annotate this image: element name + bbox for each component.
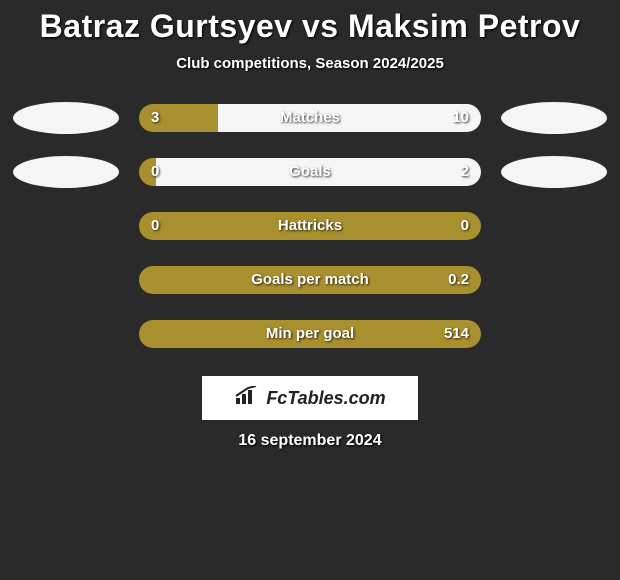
stat-label: Min per goal bbox=[139, 320, 481, 348]
page-title: Batraz Gurtsyev vs Maksim Petrov bbox=[0, 8, 620, 45]
stat-row: 3Matches10 bbox=[0, 100, 620, 136]
team-b-badge-slot bbox=[499, 262, 609, 298]
team-a-badge-slot bbox=[11, 154, 121, 190]
stat-bar: 3Matches10 bbox=[139, 104, 481, 132]
team-b-badge-slot bbox=[499, 100, 609, 136]
stat-bar: 0Goals2 bbox=[139, 158, 481, 186]
team-a-badge-slot bbox=[11, 262, 121, 298]
brand-badge[interactable]: FcTables.com bbox=[202, 376, 418, 420]
date-label: 16 september 2024 bbox=[0, 432, 620, 450]
team-b-badge-slot bbox=[499, 208, 609, 244]
stat-bar: Goals per match0.2 bbox=[139, 266, 481, 294]
stat-value-right: 0.2 bbox=[448, 266, 469, 294]
team-b-badge bbox=[501, 156, 607, 188]
stat-value-right: 514 bbox=[444, 320, 469, 348]
team-b-badge-slot bbox=[499, 154, 609, 190]
stat-row: 0Hattricks0 bbox=[0, 208, 620, 244]
team-a-badge-slot bbox=[11, 316, 121, 352]
stat-label: Goals per match bbox=[139, 266, 481, 294]
subtitle: Club competitions, Season 2024/2025 bbox=[0, 55, 620, 72]
stat-row: 0Goals2 bbox=[0, 154, 620, 190]
stat-row: Goals per match0.2 bbox=[0, 262, 620, 298]
stat-label: Matches bbox=[139, 104, 481, 132]
stat-value-right: 10 bbox=[452, 104, 469, 132]
stat-rows: 3Matches100Goals20Hattricks0Goals per ma… bbox=[0, 100, 620, 352]
bar-chart-icon bbox=[234, 386, 260, 411]
stat-bar: Min per goal514 bbox=[139, 320, 481, 348]
team-a-badge-slot bbox=[11, 208, 121, 244]
stat-bar: 0Hattricks0 bbox=[139, 212, 481, 240]
team-a-badge bbox=[13, 102, 119, 134]
team-a-badge bbox=[13, 156, 119, 188]
team-b-badge-slot bbox=[499, 316, 609, 352]
stat-value-right: 2 bbox=[461, 158, 469, 186]
team-a-badge-slot bbox=[11, 100, 121, 136]
team-b-badge bbox=[501, 102, 607, 134]
stat-value-right: 0 bbox=[461, 212, 469, 240]
stat-row: Min per goal514 bbox=[0, 316, 620, 352]
stat-label: Hattricks bbox=[139, 212, 481, 240]
brand-text: FcTables.com bbox=[266, 388, 385, 409]
stat-label: Goals bbox=[139, 158, 481, 186]
stats-card: Batraz Gurtsyev vs Maksim Petrov Club co… bbox=[0, 0, 620, 450]
